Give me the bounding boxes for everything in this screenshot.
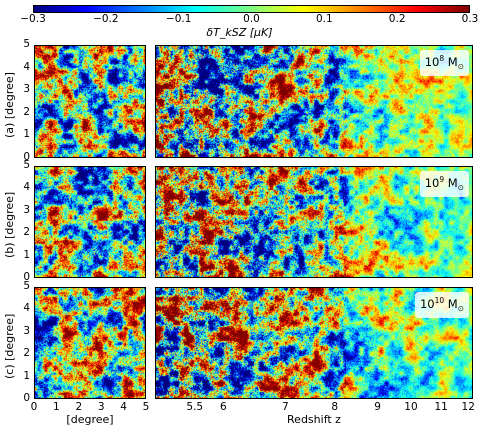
y-tick-label: 4 bbox=[23, 60, 30, 73]
x-tick-label-right: 10 bbox=[404, 401, 418, 413]
colorbar-tick: −0.3 bbox=[20, 13, 46, 25]
y-tick-label: 1 bbox=[23, 248, 30, 261]
lightcone-map-image bbox=[156, 167, 472, 277]
colorbar-tick: 0.3 bbox=[461, 13, 479, 25]
x-tick-label-right: 12 bbox=[461, 401, 475, 413]
sky-map-image bbox=[35, 167, 145, 277]
colorbar-label: δT_kSZ [μK] bbox=[206, 26, 273, 39]
x-tick-label-right: 6 bbox=[220, 401, 227, 413]
y-tick-label: 1 bbox=[23, 369, 30, 382]
halo-mass-text: 10 bbox=[419, 296, 435, 311]
x-tick-label-left: 4 bbox=[120, 401, 127, 413]
lightcone-map-panel bbox=[155, 45, 473, 158]
lightcone-map-image bbox=[156, 46, 472, 157]
y-tick-label: 1 bbox=[23, 128, 30, 141]
sky-map-panel bbox=[34, 287, 146, 399]
y-tick-label: 5 bbox=[23, 159, 30, 171]
halo-mass-text: 10 bbox=[424, 175, 440, 190]
row-axis-label: (a) [degree] bbox=[3, 71, 16, 138]
sky-map-panel bbox=[34, 45, 146, 158]
halo-mass-badge: 109 M⊙ bbox=[419, 171, 469, 198]
halo-mass-text: 9 bbox=[439, 175, 445, 184]
x-tick-label-right: 5.5 bbox=[186, 401, 204, 413]
y-tick-label: 0 bbox=[23, 151, 30, 163]
x-tick-label-left: 3 bbox=[97, 401, 105, 413]
x-tick-label-left: 2 bbox=[75, 401, 83, 413]
x-tick-label-right: 8 bbox=[331, 401, 338, 413]
y-tick-label: 2 bbox=[23, 105, 30, 118]
halo-mass-text: ⊙ bbox=[457, 62, 464, 72]
x-tick-label-right: 9 bbox=[374, 401, 381, 413]
halo-mass-badge: 108 M⊙ bbox=[419, 50, 469, 77]
halo-mass-text: 8 bbox=[439, 54, 445, 63]
x-tick-label-right: 11 bbox=[434, 401, 448, 413]
row-axis-label: (b) [degree] bbox=[3, 191, 16, 258]
halo-mass-badge: 1010 M⊙ bbox=[414, 292, 469, 319]
x-tick-label-right: 7 bbox=[282, 401, 289, 413]
halo-mass-text: M bbox=[444, 296, 458, 311]
halo-mass-text: ⊙ bbox=[457, 183, 464, 193]
y-tick-label: 0 bbox=[23, 392, 30, 404]
halo-mass-text: 10 bbox=[424, 54, 440, 69]
y-tick-label: 5 bbox=[23, 280, 30, 292]
row-axis-label: (c) [degree] bbox=[3, 313, 16, 379]
x-axis-label-left: [degree] bbox=[66, 413, 114, 426]
y-tick-label: 3 bbox=[23, 203, 30, 216]
y-tick-label: 3 bbox=[23, 324, 30, 337]
x-tick-label-left: 1 bbox=[53, 401, 60, 413]
y-tick-label: 2 bbox=[23, 226, 30, 239]
sky-map-image bbox=[35, 46, 145, 157]
colorbar-tick: −0.1 bbox=[165, 13, 192, 25]
colorbar-tick: 0.2 bbox=[388, 13, 406, 25]
halo-mass-text: M bbox=[444, 175, 458, 190]
y-tick-label: 0 bbox=[23, 271, 30, 283]
y-tick-label: 4 bbox=[23, 302, 30, 315]
x-tick-label-left: 5 bbox=[142, 401, 150, 413]
halo-mass-text: M bbox=[444, 54, 458, 69]
colorbar-tick: 0.0 bbox=[243, 13, 260, 25]
lightcone-map-panel bbox=[155, 166, 473, 278]
colorbar bbox=[33, 5, 470, 13]
halo-mass-text: 10 bbox=[434, 296, 445, 305]
x-tick-label-left: 0 bbox=[30, 401, 38, 413]
y-tick-label: 2 bbox=[23, 347, 30, 360]
x-axis-label-right: Redshift z bbox=[287, 413, 341, 426]
sky-map-panel bbox=[34, 166, 146, 278]
sky-map-image bbox=[35, 288, 145, 398]
halo-mass-text: ⊙ bbox=[457, 304, 464, 314]
colorbar-tick: 0.1 bbox=[315, 13, 333, 25]
y-tick-label: 3 bbox=[23, 83, 30, 96]
y-tick-label: 5 bbox=[23, 38, 30, 50]
colorbar-tick: −0.2 bbox=[93, 13, 119, 25]
y-tick-label: 4 bbox=[23, 181, 30, 194]
